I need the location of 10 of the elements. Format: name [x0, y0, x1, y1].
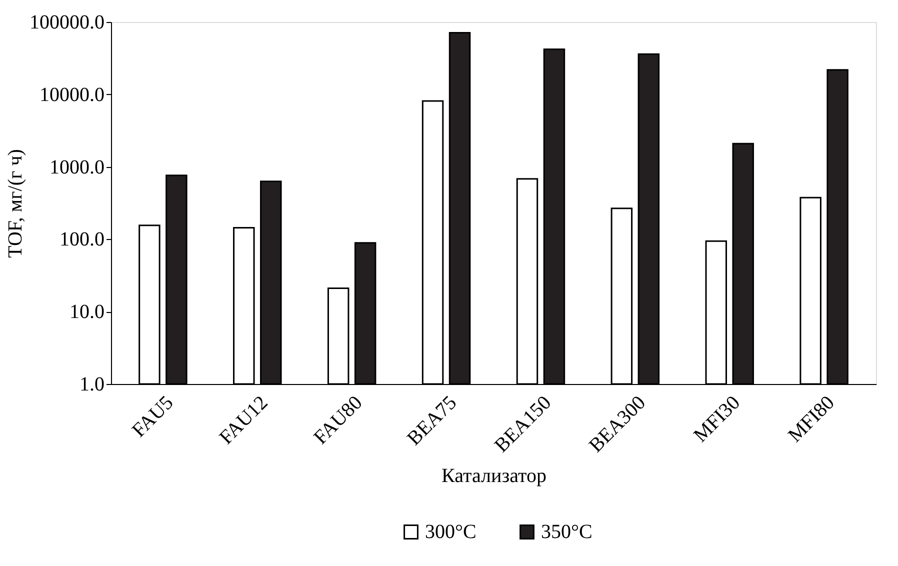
y-tick-label: 1.0	[80, 374, 104, 396]
x-axis-title: Катализатор	[442, 465, 546, 488]
y-tick-label: 100.0	[60, 228, 104, 251]
y-axis-title: TOF, мг/(г ч)	[4, 149, 26, 258]
y-tick-label: 10000.0	[40, 84, 104, 106]
legend-label: 350°C	[541, 521, 592, 543]
y-tick-label: 1000.0	[50, 156, 104, 178]
y-tick-label: 100000.0	[30, 12, 104, 34]
y-tick-label: 10.0	[70, 301, 104, 324]
legend-label: 300°C	[425, 521, 476, 543]
